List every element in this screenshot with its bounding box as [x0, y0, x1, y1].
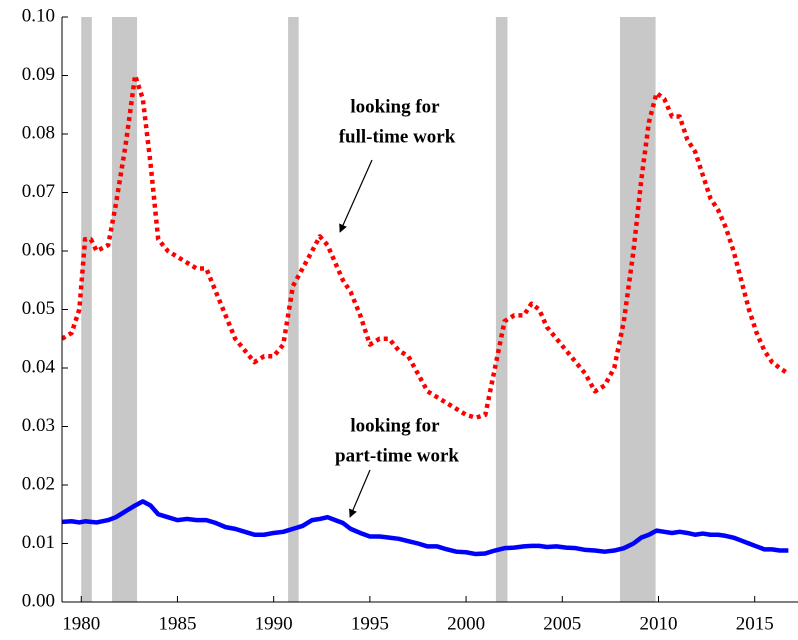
recession-band — [495, 17, 508, 602]
y-tick-label: 0.00 — [22, 590, 55, 611]
y-tick-label: 0.05 — [22, 298, 55, 319]
y-tick-label: 0.06 — [22, 239, 55, 260]
x-tick-label: 2010 — [639, 613, 677, 634]
x-tick-label: 1980 — [62, 613, 100, 634]
recession-band — [288, 17, 299, 602]
y-tick-label: 0.01 — [22, 532, 55, 553]
y-tick-label: 0.08 — [22, 122, 55, 143]
x-tick-label: 1995 — [351, 613, 389, 634]
y-tick-label: 0.04 — [22, 356, 56, 377]
x-tick-label: 2015 — [736, 613, 774, 634]
data-line — [62, 499, 789, 557]
y-tick-label: 0.07 — [22, 181, 55, 202]
annotation: full-time work — [339, 126, 456, 147]
x-tick-label: 2005 — [543, 613, 581, 634]
annotation: looking for — [350, 415, 440, 436]
annotation-arrow — [339, 159, 373, 233]
x-tick-label: 1985 — [158, 613, 196, 634]
y-tick-label: 0.02 — [22, 473, 55, 494]
annotation-arrow — [349, 469, 371, 518]
y-tick-label: 0.10 — [22, 5, 55, 26]
y-tick-label: 0.03 — [22, 415, 55, 436]
x-tick-label: 2000 — [447, 613, 485, 634]
y-tick-label: 0.09 — [22, 64, 55, 85]
annotation: looking for — [350, 96, 440, 117]
x-tick-label: 1990 — [255, 613, 293, 634]
recession-band — [81, 17, 92, 602]
annotation: part-time work — [335, 445, 459, 466]
plot-area — [62, 17, 790, 602]
